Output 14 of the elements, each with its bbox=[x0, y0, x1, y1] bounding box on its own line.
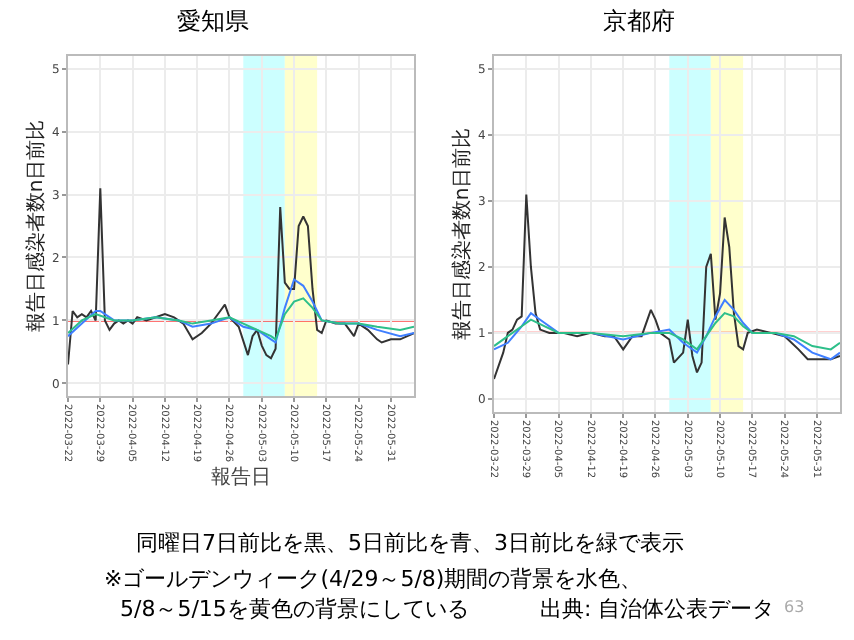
source-note: 出典: 自治体公表データ bbox=[540, 594, 775, 624]
y-axis-title: 報告日感染者数n日前比 bbox=[23, 119, 48, 333]
line-series bbox=[494, 312, 840, 351]
line-series bbox=[68, 297, 414, 341]
text: 63 bbox=[784, 598, 805, 616]
line-series bbox=[494, 193, 840, 381]
chart-title: 愛知県 bbox=[177, 7, 249, 36]
text: 同曜日7日前比を黒、5日前比を青、3日前比を緑で表示 bbox=[136, 528, 684, 558]
text: 5/8～5/15を黄色の背景にしている bbox=[120, 594, 469, 624]
text: ※ゴールデンウィーク(4/29～5/8)期間の背景を水色、 bbox=[104, 564, 643, 594]
line-series bbox=[68, 187, 414, 366]
x-axis-title: 報告日 bbox=[211, 465, 271, 490]
chart-title: 京都府 bbox=[603, 7, 675, 36]
y-axis-title: 報告日感染者数n日前比 bbox=[449, 127, 474, 341]
